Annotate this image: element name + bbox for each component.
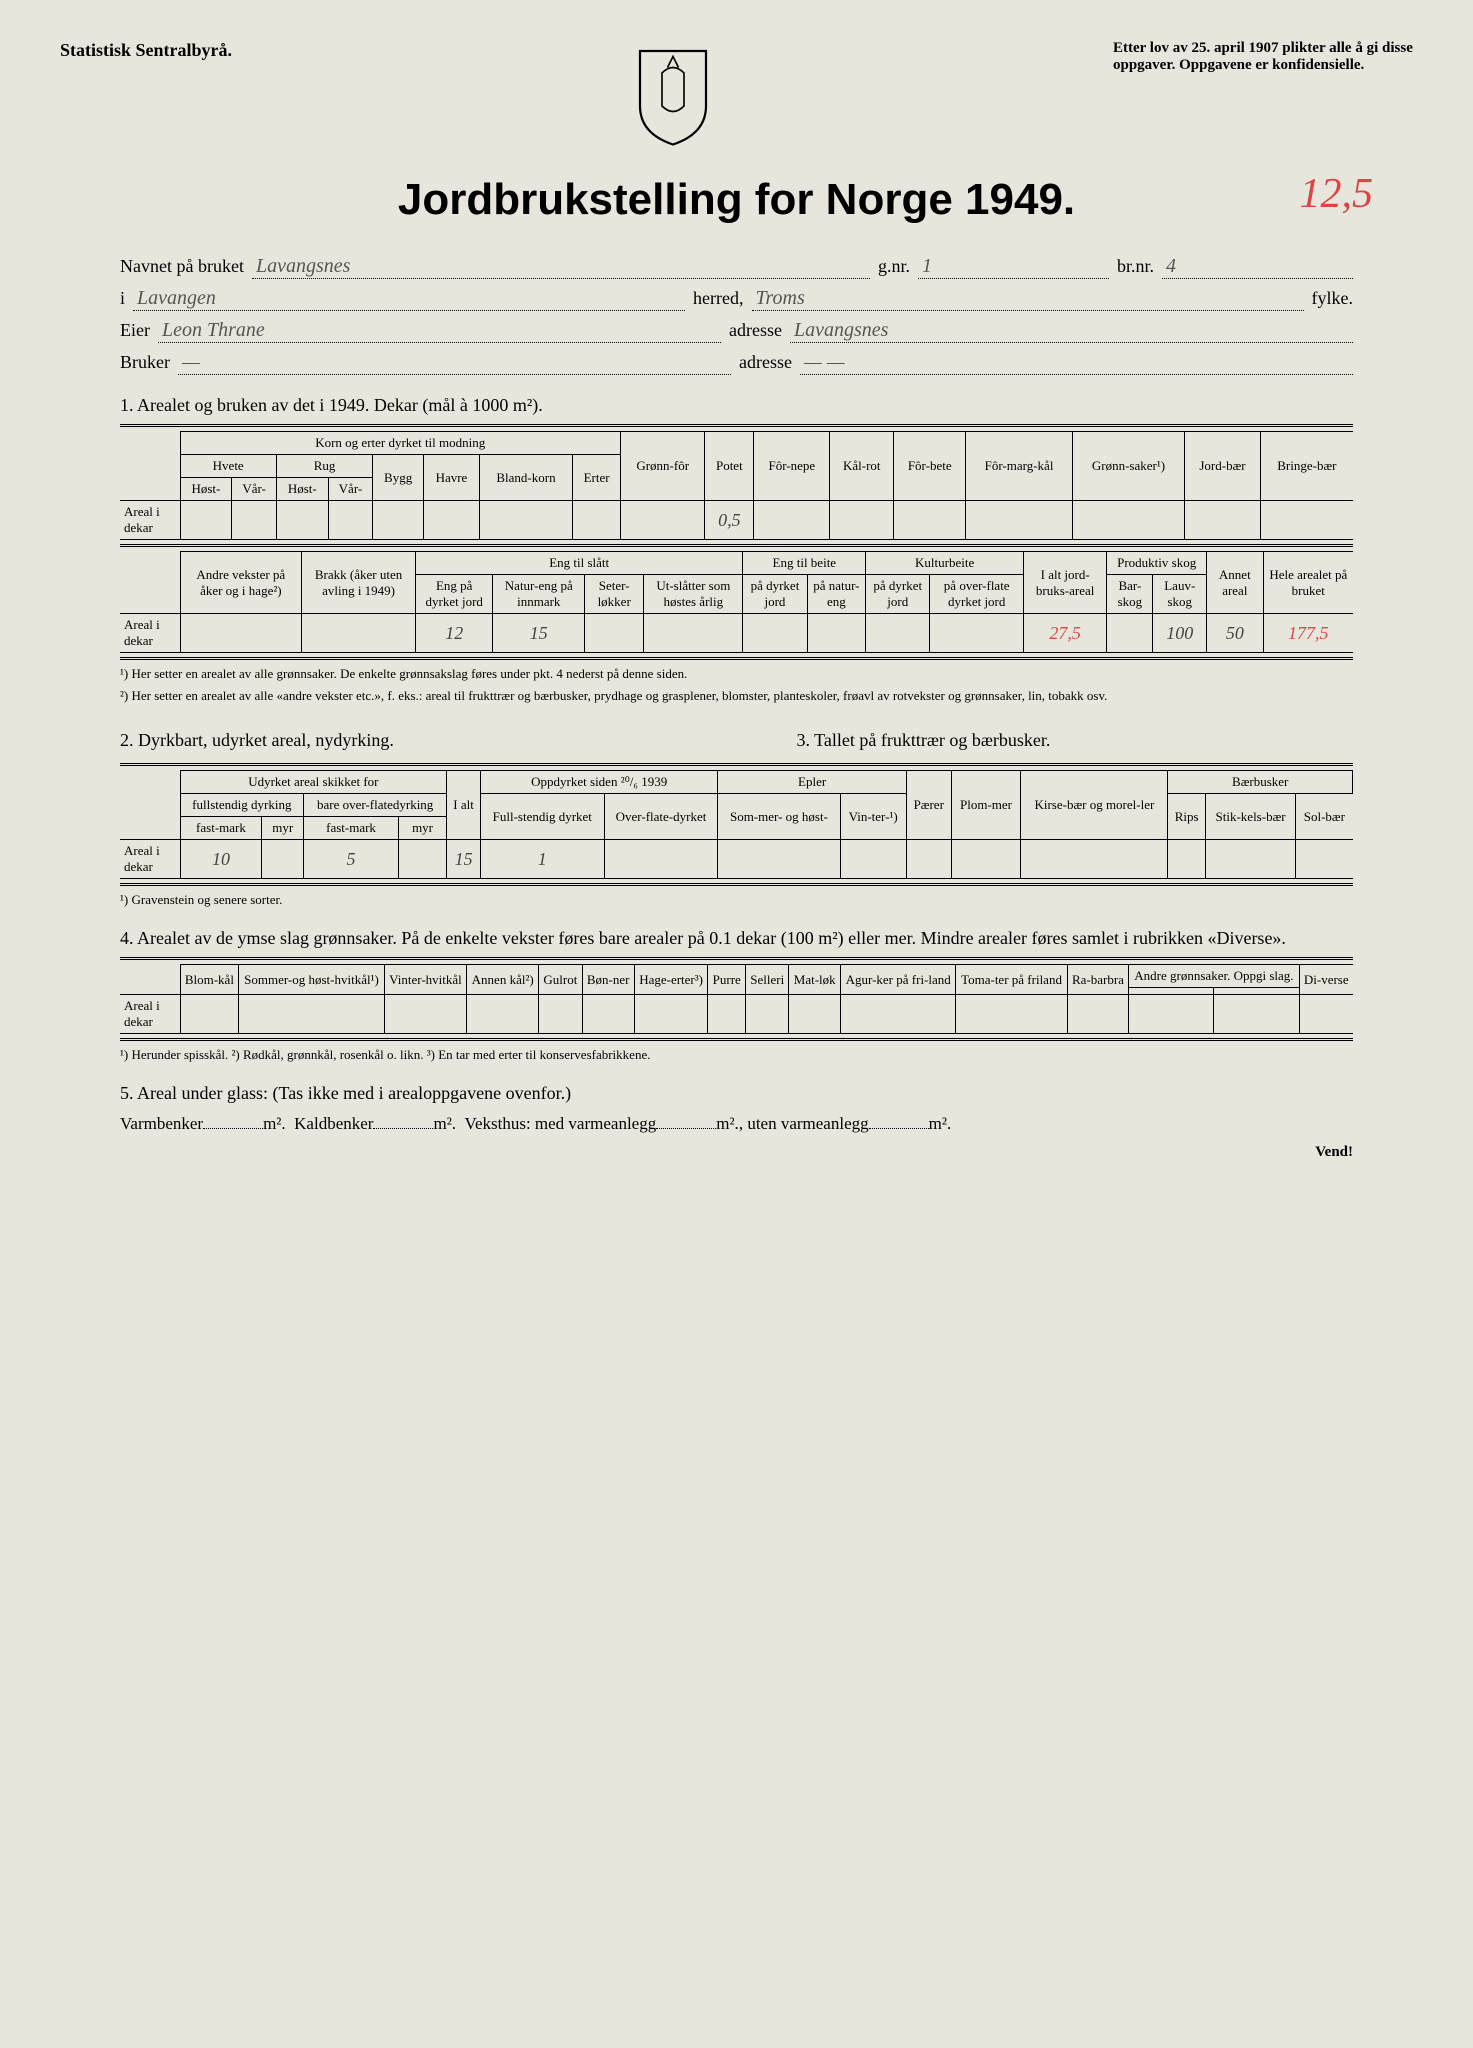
- page-header: Statistisk Sentralbyrå. Etter lov av 25.…: [60, 40, 1413, 155]
- label: br.nr.: [1117, 256, 1154, 277]
- label: adresse: [739, 352, 792, 373]
- label: i: [120, 288, 125, 309]
- legal-note: Etter lov av 25. april 1907 plikter alle…: [1113, 40, 1413, 74]
- label: g.nr.: [878, 256, 910, 277]
- value: — —: [800, 351, 1353, 375]
- value: 4: [1162, 255, 1353, 279]
- field-eier: Eier Leon Thrane adresse Lavangsnes: [120, 319, 1353, 343]
- label: Bruker: [120, 352, 170, 373]
- vend-label: Vend!: [120, 1144, 1353, 1161]
- glass-line: Varmbenkerm². Kaldbenkerm². Veksthus: me…: [120, 1114, 1353, 1134]
- footnote-2: ²) Her setter en arealet av alle «andre …: [120, 688, 1353, 704]
- section1-title: 1. Arealet og bruken av det i 1949. Deka…: [120, 395, 1353, 416]
- label: adresse: [729, 320, 782, 341]
- value: Lavangen: [133, 287, 685, 311]
- section3-title: 3. Tallet på frukttrær og bærbusker.: [797, 730, 1354, 751]
- national-crest: [232, 40, 1113, 155]
- field-bruker: Bruker — adresse — —: [120, 351, 1353, 375]
- value: —: [178, 351, 731, 375]
- label: Eier: [120, 320, 150, 341]
- section4-title: 4. Arealet av de ymse slag grønnsaker. P…: [120, 928, 1353, 949]
- table-section1b: Andre vekster på åker og i hage²) Brakk …: [120, 551, 1353, 653]
- red-annotation: 12,5: [1300, 170, 1374, 218]
- value: 1: [918, 255, 1109, 279]
- label: Navnet på bruket: [120, 256, 244, 277]
- value: Leon Thrane: [158, 319, 721, 343]
- footnote-3: ¹) Gravenstein og senere sorter.: [120, 892, 1353, 908]
- value: Lavangsnes: [252, 255, 870, 279]
- org-name: Statistisk Sentralbyrå.: [60, 40, 232, 61]
- table-section1a: Korn og erter dyrket til modning Grønn-f…: [120, 431, 1353, 540]
- table-row: Areal i dekar 12 15 27,5 100 50 177,5: [120, 614, 1353, 653]
- table-section4: Blom-kål Sommer-og høst-hvitkål¹) Vinter…: [120, 964, 1353, 1034]
- value: Troms: [752, 287, 1304, 311]
- table-row: Areal i dekar 10 5 15 1: [120, 840, 1353, 879]
- table-section2-3: Udyrket areal skikket for I alt Oppdyrke…: [120, 770, 1353, 879]
- value: Lavangsnes: [790, 319, 1353, 343]
- table-row: Areal i dekar: [120, 995, 1353, 1034]
- footnote-4: ¹) Herunder spisskål. ²) Rødkål, grønnkå…: [120, 1047, 1353, 1063]
- label: fylke.: [1312, 288, 1353, 309]
- field-herred: i Lavangen herred, Troms fylke.: [120, 287, 1353, 311]
- field-bruket: Navnet på bruket Lavangsnes g.nr. 1 br.n…: [120, 255, 1353, 279]
- section5-title: 5. Areal under glass: (Tas ikke med i ar…: [120, 1083, 1353, 1104]
- table-row: Areal i dekar 0,5: [120, 501, 1353, 540]
- label: herred,: [693, 288, 743, 309]
- footnote-1: ¹) Her setter en arealet av alle grønnsa…: [120, 666, 1353, 682]
- section2-title: 2. Dyrkbart, udyrket areal, nydyrking.: [120, 730, 677, 751]
- cell-potet: 0,5: [705, 501, 754, 540]
- page-title: Jordbrukstelling for Norge 1949.: [60, 175, 1413, 225]
